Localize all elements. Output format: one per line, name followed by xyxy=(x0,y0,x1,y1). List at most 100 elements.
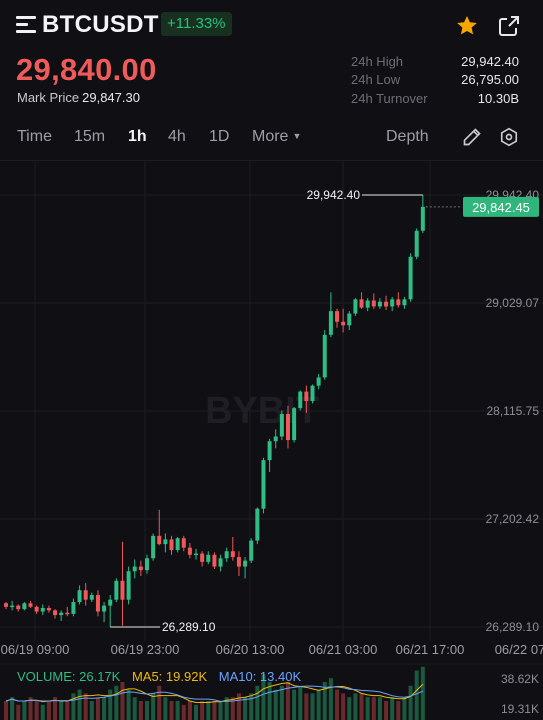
candle-body xyxy=(366,301,370,308)
candle-body xyxy=(102,606,106,612)
candle-body xyxy=(384,302,388,307)
x-tick-label: 06/20 13:00 xyxy=(216,642,285,657)
volume-bar xyxy=(35,701,39,720)
volume-bar xyxy=(145,701,149,720)
volume-bar xyxy=(304,693,308,720)
candle-body xyxy=(151,536,155,558)
volume-bar xyxy=(219,701,223,720)
candle-body xyxy=(280,414,284,436)
candle-body xyxy=(409,257,413,300)
volume-bar xyxy=(274,690,278,720)
tab-15m[interactable]: 15m xyxy=(74,128,105,146)
volume-bar xyxy=(114,686,118,720)
candle-body xyxy=(268,441,272,460)
candle-body xyxy=(249,541,253,561)
volume-bar xyxy=(10,697,14,720)
candle-body xyxy=(182,538,186,547)
settings-icon[interactable] xyxy=(499,127,519,147)
menu-icon[interactable] xyxy=(16,16,36,34)
volume-bar xyxy=(194,705,198,720)
pencil-icon[interactable] xyxy=(462,127,482,147)
volume-bar xyxy=(120,682,124,720)
volume-bar xyxy=(139,701,143,720)
candle-body xyxy=(41,608,45,612)
candle-body xyxy=(133,567,137,572)
volume-legend-value: VOLUME: 26.17K xyxy=(17,669,120,684)
volume-bar xyxy=(384,701,388,720)
tab-more[interactable]: More ▼ xyxy=(252,128,301,146)
volume-bar xyxy=(182,705,186,720)
candle-body xyxy=(47,608,51,610)
volume-bar xyxy=(200,701,204,720)
candle-body xyxy=(4,603,8,607)
tab-depth[interactable]: Depth xyxy=(386,128,429,146)
volume-bar xyxy=(157,686,161,720)
candle-body xyxy=(335,311,339,322)
candle-body xyxy=(353,299,357,313)
tab-time[interactable]: Time xyxy=(17,128,52,146)
candle-body xyxy=(390,299,394,306)
candle-body xyxy=(145,558,149,570)
volume-bar xyxy=(90,701,94,720)
candle-body xyxy=(237,557,241,566)
volume-bar xyxy=(390,697,394,720)
tab-1d[interactable]: 1D xyxy=(209,128,229,146)
candle-body xyxy=(372,301,376,307)
volume-bar xyxy=(335,690,339,720)
high-marker-label: 29,942.40 xyxy=(307,188,361,202)
candle-body xyxy=(84,590,88,599)
candle-body xyxy=(200,554,204,562)
volume-bar xyxy=(360,693,364,720)
volume-bar xyxy=(188,701,192,720)
candle-body xyxy=(261,460,265,508)
candle-body xyxy=(90,595,94,600)
volume-bar xyxy=(127,690,131,720)
caret-down-icon: ▼ xyxy=(292,131,301,141)
candle-body xyxy=(59,613,63,615)
volume-bar xyxy=(402,697,406,720)
candle-body xyxy=(304,392,308,401)
candle-body xyxy=(35,607,39,612)
volume-bar xyxy=(170,701,174,720)
candle-body xyxy=(16,606,20,610)
candle-body xyxy=(10,606,14,608)
stat-label-high: 24h High xyxy=(351,54,403,69)
y-tick-label: 27,202.42 xyxy=(486,512,540,526)
candle-body xyxy=(120,581,124,600)
y-tick-label: 26,289.10 xyxy=(486,620,540,634)
star-icon[interactable] xyxy=(455,14,479,38)
share-icon[interactable] xyxy=(497,14,521,38)
volume-bar xyxy=(133,697,137,720)
candle-body xyxy=(139,567,143,571)
stat-value-high: 29,942.40 xyxy=(461,54,519,69)
tab-1h[interactable]: 1h xyxy=(128,128,147,146)
mark-price: Mark Price 29,847.30 xyxy=(17,90,140,105)
candle-body xyxy=(274,437,278,442)
tab-4h[interactable]: 4h xyxy=(168,128,186,146)
volume-bar xyxy=(65,701,69,720)
volume-bar xyxy=(22,701,26,720)
volume-bar xyxy=(78,690,82,720)
candle-body xyxy=(188,548,192,555)
last-price: 29,840.00 xyxy=(16,52,157,88)
candle-body xyxy=(22,603,26,609)
y-tick-label: 29,029.07 xyxy=(486,296,540,310)
candlestick-chart[interactable]: BYBIT29,942.4026,289.1029,942.4029,029.0… xyxy=(0,161,543,720)
volume-bar xyxy=(84,693,88,720)
volume-bar xyxy=(329,678,333,720)
candle-body xyxy=(127,571,131,599)
stat-value-low: 26,795.00 xyxy=(461,72,519,87)
volume-bar xyxy=(243,697,247,720)
volume-bar xyxy=(421,667,425,720)
volume-bar xyxy=(176,701,180,720)
volume-bar xyxy=(347,697,351,720)
candle-body xyxy=(298,392,302,409)
volume-bar xyxy=(96,697,100,720)
volume-bar xyxy=(280,686,284,720)
symbol-title[interactable]: BTCUSDT xyxy=(42,11,159,39)
volume-bar xyxy=(71,693,75,720)
volume-axis-label: 19.31K xyxy=(501,702,539,716)
candle-body xyxy=(360,299,364,307)
candle-body xyxy=(341,322,345,326)
volume-bar xyxy=(4,701,8,720)
